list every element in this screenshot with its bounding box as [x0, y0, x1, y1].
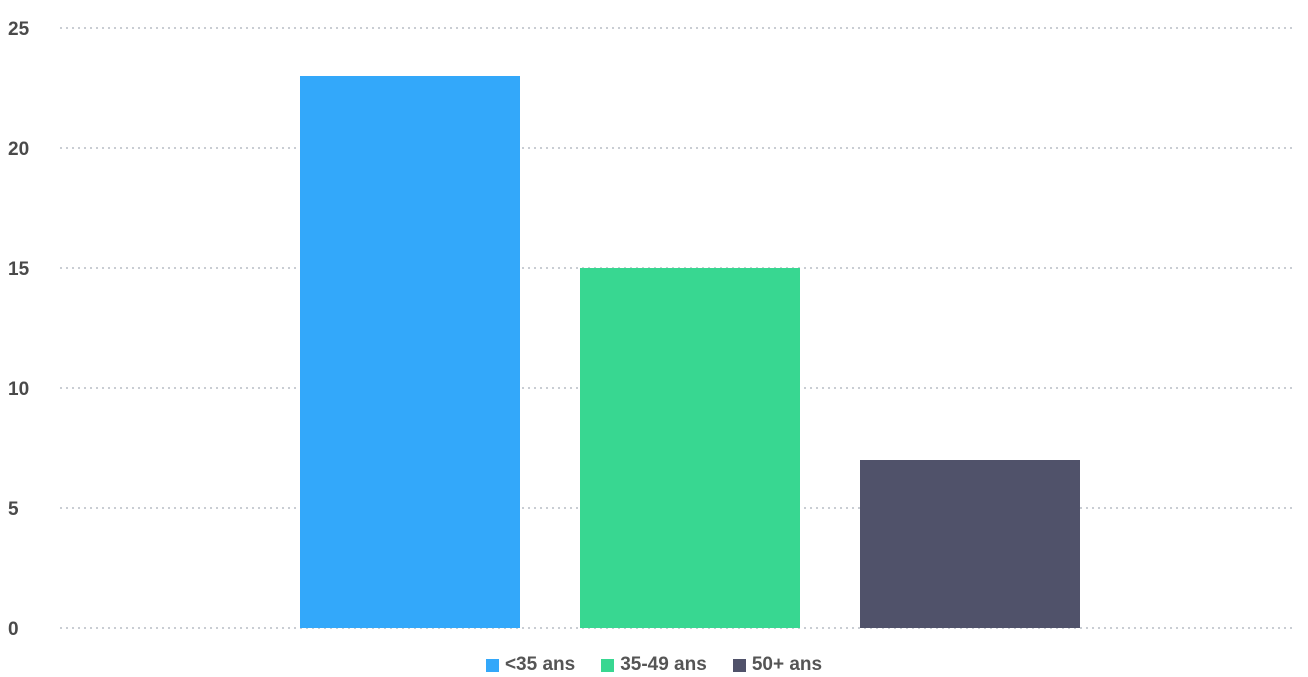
bar-35-49-ans[interactable] [580, 268, 800, 628]
bars [300, 76, 1080, 628]
y-tick-label-25: 25 [8, 19, 30, 40]
bar-50-ans[interactable] [860, 460, 1080, 628]
y-axis-tick-labels: 0 5 10 15 20 25 [8, 19, 30, 640]
legend-swatch-35-49 [601, 658, 615, 672]
y-tick-label-15: 15 [8, 259, 30, 280]
legend-label-35-49: 35-49 ans [620, 654, 707, 675]
bar-35-ans[interactable] [300, 76, 520, 628]
legend-label-under-35: <35 ans [504, 654, 576, 675]
legend-item-under-35[interactable]: <35 ans [485, 654, 576, 676]
legend-item-35-49[interactable]: 35-49 ans [601, 654, 707, 676]
y-tick-label-20: 20 [8, 139, 29, 160]
y-tick-label-0: 0 [8, 619, 19, 640]
y-tick-label-10: 10 [8, 379, 29, 400]
legend-swatch-under-35 [485, 658, 499, 672]
legend-label-50-plus: 50+ ans [751, 654, 823, 675]
legend-swatch-50-plus [732, 658, 746, 672]
bar-chart: 0 5 10 15 20 25 [8, 19, 1296, 640]
legend: <35 ans 35-49 ans 50+ ans [0, 654, 1308, 676]
legend-item-50-plus[interactable]: 50+ ans [732, 654, 823, 676]
y-tick-label-5: 5 [8, 499, 19, 520]
